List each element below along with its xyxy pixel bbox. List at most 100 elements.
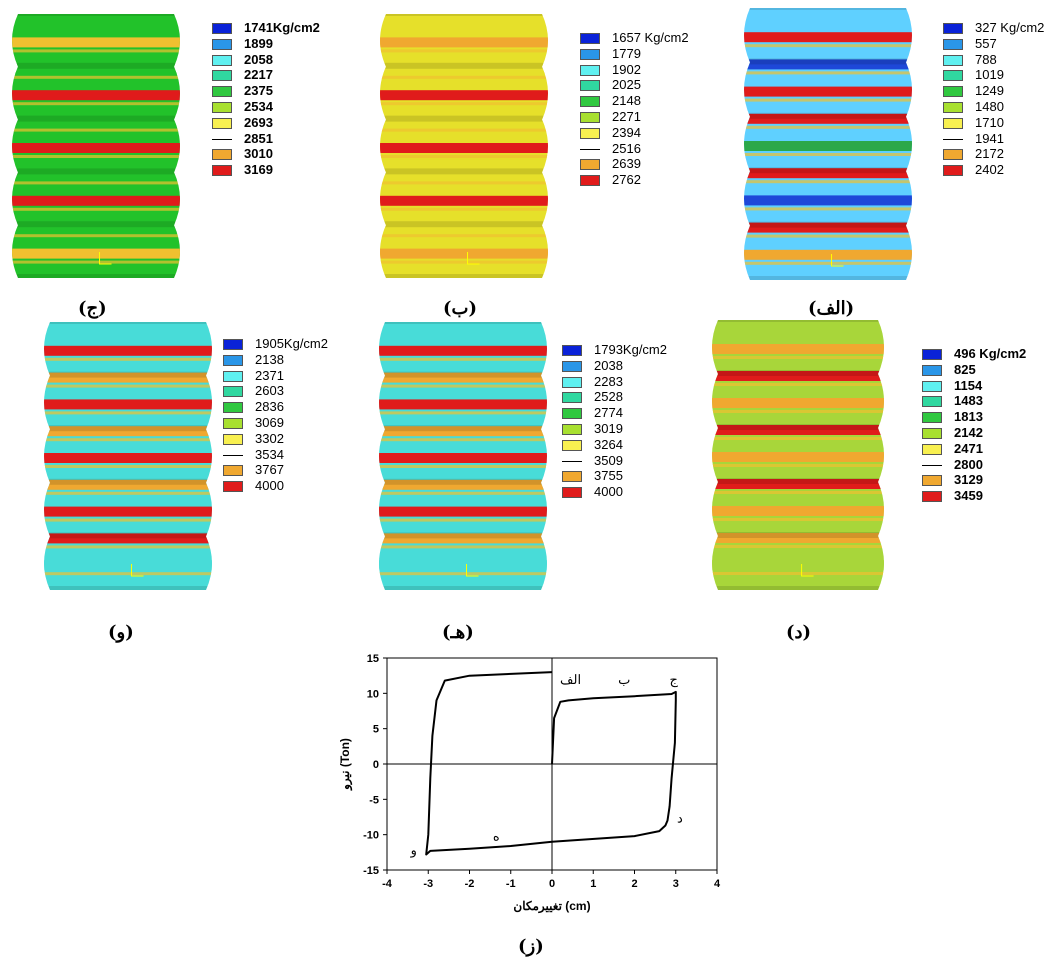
x-tick-label: 0: [549, 878, 555, 890]
stress-band: [379, 560, 547, 571]
stress-band: [379, 479, 547, 490]
axis-triad-icon: [99, 252, 112, 265]
legend-value: 1793Kg/cm2: [594, 342, 667, 357]
legend-value: 2172: [975, 146, 1004, 162]
legend-value: 2375: [244, 83, 273, 99]
legend-value: 2138: [255, 351, 284, 367]
legend-swatch: [943, 165, 963, 177]
legend-value: 1741Kg/cm2: [244, 20, 320, 35]
legend-swatch: [943, 54, 963, 66]
legend-swatch: [562, 423, 582, 435]
legend-swatch: [580, 111, 600, 123]
legend-value: 2371: [255, 367, 284, 383]
legend-value: 3459: [954, 488, 983, 504]
legend-swatch: [922, 412, 942, 424]
bellows-contour-plot: [744, 8, 912, 280]
stress-band: [379, 533, 547, 544]
legend-swatch: [562, 360, 582, 372]
stress-band: [712, 479, 884, 489]
legend-value: 2639: [612, 156, 641, 172]
x-tick-label: -1: [506, 878, 516, 890]
legend-swatch: [562, 408, 582, 420]
legend-value: 4000: [594, 484, 623, 500]
legend-value: 3129: [954, 472, 983, 488]
x-tick-label: 4: [714, 878, 721, 890]
legend-value: 1019: [975, 67, 1004, 83]
legend-swatch: [212, 86, 232, 98]
legend-value: 2271: [612, 108, 641, 124]
legend-swatch: [212, 70, 232, 82]
legend-value: 1905Kg/cm2: [255, 336, 328, 351]
legend-value: 3019: [594, 420, 623, 436]
point-label-be: ب: [618, 672, 630, 687]
stress-band: [44, 453, 212, 463]
stress-band: [380, 169, 548, 180]
legend-value: 1483: [954, 393, 983, 409]
legend-value: 1249: [975, 83, 1004, 99]
legend-value: 2402: [975, 162, 1004, 178]
legend-value: 3755: [594, 468, 623, 484]
stress-band: [379, 506, 547, 517]
legend-swatch: [212, 138, 232, 140]
panel-caption-jim: (ج): [78, 298, 107, 319]
legend-value: 3767: [255, 462, 284, 478]
legend-swatch: [580, 96, 600, 108]
point-label-dal: د: [677, 811, 683, 826]
legend-swatch: [922, 364, 942, 376]
legend-value: 1902: [612, 61, 641, 77]
stress-band: [712, 398, 884, 408]
x-tick-label: -4: [382, 878, 393, 890]
legend-value: 825: [954, 361, 976, 377]
stress-band: [44, 345, 212, 356]
stress-band: [379, 426, 547, 437]
legend-swatch: [562, 345, 582, 356]
point-label-he: ه: [493, 828, 500, 843]
legend-value: 2762: [612, 172, 641, 188]
legend-swatch: [922, 396, 942, 408]
stress-band: [12, 248, 180, 259]
hysteresis-curve: [425, 671, 677, 856]
legend-swatch: [212, 54, 232, 66]
stress-band: [379, 453, 547, 463]
stress-band: [380, 195, 548, 206]
stress-band: [744, 86, 912, 97]
legend-swatch: [943, 70, 963, 82]
legend-swatch: [922, 380, 942, 392]
legend-value: 3169: [244, 162, 273, 178]
legend-swatch: [223, 354, 243, 366]
x-tick-label: -2: [465, 878, 475, 890]
legend-value: 2148: [612, 93, 641, 109]
legend-swatch: [922, 475, 942, 487]
bellows-contour-plot: [380, 14, 548, 278]
legend-swatch: [223, 481, 243, 493]
panel-caption-he: (هـ): [442, 622, 474, 643]
stress-band: [44, 426, 212, 437]
legend-value: 327 Kg/cm2: [975, 20, 1045, 35]
stress-band: [380, 248, 548, 259]
stress-band: [380, 37, 548, 48]
legend-value: 2774: [594, 405, 623, 421]
stress-band: [12, 63, 180, 74]
legend-swatch: [943, 117, 963, 129]
stress-band: [12, 143, 180, 153]
legend-value: 2142: [954, 424, 983, 440]
stress-band: [744, 168, 912, 179]
x-tick-label: -3: [423, 878, 433, 890]
panel-caption-vav: (و): [108, 622, 134, 643]
legend-value: 1480: [975, 98, 1004, 114]
legend-value: 2534: [244, 98, 273, 114]
legend-swatch: [922, 443, 942, 455]
x-axis-label: تغییرمکان (cm): [513, 899, 590, 914]
stress-band: [12, 116, 180, 127]
legend-value: 1154: [954, 377, 983, 393]
y-tick-label: -15: [363, 865, 379, 877]
stress-band: [12, 37, 180, 48]
x-tick-label: 2: [631, 878, 637, 890]
legend-swatch: [922, 464, 942, 466]
legend-value: 2851: [244, 130, 273, 146]
stress-band: [744, 222, 912, 233]
legend-swatch: [212, 23, 232, 34]
stress-band: [380, 143, 548, 153]
legend-swatch: [580, 33, 600, 44]
